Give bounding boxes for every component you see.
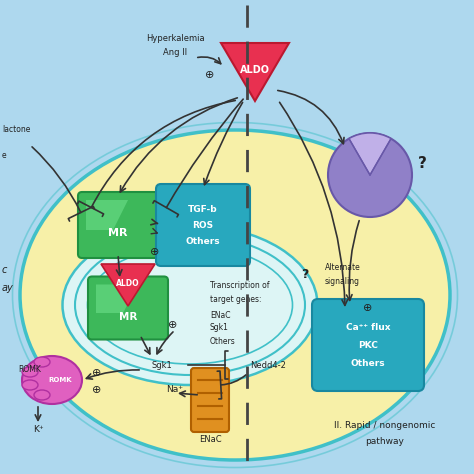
FancyBboxPatch shape bbox=[191, 368, 229, 432]
Ellipse shape bbox=[34, 357, 50, 367]
Text: K⁺: K⁺ bbox=[33, 426, 43, 435]
Text: ALDO: ALDO bbox=[240, 65, 270, 75]
Text: ALDO: ALDO bbox=[116, 279, 140, 288]
Text: ⊕: ⊕ bbox=[150, 247, 160, 257]
FancyBboxPatch shape bbox=[156, 184, 250, 266]
Text: MR: MR bbox=[108, 228, 128, 238]
Circle shape bbox=[328, 133, 412, 217]
Wedge shape bbox=[349, 133, 391, 175]
Text: PKC: PKC bbox=[358, 340, 378, 349]
Text: target genes:: target genes: bbox=[210, 295, 262, 304]
Ellipse shape bbox=[20, 130, 450, 460]
Ellipse shape bbox=[34, 390, 50, 400]
Text: Transcription of: Transcription of bbox=[210, 281, 270, 290]
Text: ⊕: ⊕ bbox=[168, 320, 178, 330]
Text: c: c bbox=[2, 265, 8, 275]
Text: Na⁺: Na⁺ bbox=[166, 385, 183, 394]
Text: TGF-b: TGF-b bbox=[188, 204, 218, 213]
Text: ⊕: ⊕ bbox=[92, 385, 102, 395]
Text: Hyperkalemia: Hyperkalemia bbox=[146, 34, 204, 43]
Polygon shape bbox=[221, 43, 289, 101]
Text: signaling: signaling bbox=[325, 277, 360, 286]
Text: Ang II: Ang II bbox=[163, 47, 187, 56]
Text: ay: ay bbox=[2, 283, 14, 293]
Ellipse shape bbox=[63, 225, 318, 385]
FancyBboxPatch shape bbox=[312, 299, 424, 391]
Text: ⊕: ⊕ bbox=[205, 70, 215, 80]
Text: ROS: ROS bbox=[192, 220, 214, 229]
Text: lactone: lactone bbox=[2, 126, 30, 135]
Text: Others: Others bbox=[351, 358, 385, 367]
Text: pathway: pathway bbox=[365, 438, 404, 447]
Text: Alternate: Alternate bbox=[325, 264, 361, 273]
Text: ?: ? bbox=[301, 268, 309, 282]
Ellipse shape bbox=[22, 356, 82, 404]
Ellipse shape bbox=[22, 367, 38, 377]
Text: ⊕: ⊕ bbox=[363, 303, 373, 313]
FancyBboxPatch shape bbox=[88, 276, 168, 339]
Text: ?: ? bbox=[418, 155, 427, 171]
Polygon shape bbox=[96, 284, 138, 313]
Polygon shape bbox=[86, 200, 128, 230]
Text: ⊕: ⊕ bbox=[92, 368, 102, 378]
Text: ENaC: ENaC bbox=[210, 310, 230, 319]
Text: Others: Others bbox=[186, 237, 220, 246]
Text: ROMK: ROMK bbox=[18, 365, 41, 374]
Text: Others: Others bbox=[210, 337, 236, 346]
Text: II. Rapid / nongenomic: II. Rapid / nongenomic bbox=[334, 420, 436, 429]
Text: Nedd4-2: Nedd4-2 bbox=[250, 361, 286, 370]
Ellipse shape bbox=[22, 380, 38, 390]
FancyBboxPatch shape bbox=[78, 192, 158, 258]
Text: Sgk1: Sgk1 bbox=[210, 323, 229, 332]
Text: Sgk1: Sgk1 bbox=[152, 361, 173, 370]
Text: Ca⁺⁺ flux: Ca⁺⁺ flux bbox=[346, 322, 390, 331]
Text: ENaC: ENaC bbox=[199, 436, 221, 445]
Polygon shape bbox=[101, 264, 155, 306]
Text: ROMK: ROMK bbox=[48, 377, 72, 383]
Text: e: e bbox=[2, 151, 7, 159]
Text: MR: MR bbox=[119, 312, 137, 322]
